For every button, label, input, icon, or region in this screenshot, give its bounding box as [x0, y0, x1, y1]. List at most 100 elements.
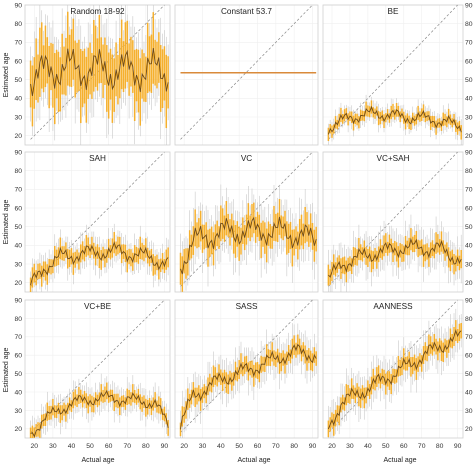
y-tick-label: 40: [14, 243, 22, 250]
plot-layer: Random 18-92 20 30 40 50 60 70 80 90 Constant 53.…: [14, 2, 472, 450]
right-y-tick-label: 20: [465, 426, 473, 433]
x-tick-label: 20: [328, 443, 336, 450]
right-y-tick-label: 40: [465, 389, 473, 396]
median-line: [327, 105, 462, 135]
y-axis-title: Estimated age: [3, 348, 10, 393]
y-tick-label: 70: [14, 334, 22, 341]
right-y-tick-label: 40: [465, 96, 473, 103]
y-tick-label: 20: [14, 280, 22, 287]
y-tick-label: 60: [14, 205, 22, 212]
panel-frame: [322, 299, 464, 439]
right-y-tick-label: 80: [465, 21, 473, 28]
median-line: [180, 216, 317, 275]
x-tick-label: 80: [290, 443, 298, 450]
right-y-tick-label: 80: [465, 168, 473, 175]
panel-title: VC+SAH: [377, 154, 410, 163]
identity-line: [328, 4, 458, 140]
panel-frame: [174, 4, 319, 146]
panel-frame: [322, 4, 464, 146]
x-tick-label: 40: [364, 443, 372, 450]
x-tick-label: 90: [309, 443, 317, 450]
right-y-tick-label: 60: [465, 205, 473, 212]
right-y-tick-label: 80: [465, 316, 473, 323]
panel-sass: SASS 20 30 40 50 60 70 80 90: [174, 299, 319, 450]
x-tick-label: 50: [382, 443, 390, 450]
panel-title: Random 18-92: [70, 7, 125, 16]
right-y-tick-label: 30: [465, 261, 473, 268]
y-tick-label: 50: [14, 371, 22, 378]
median-line: [327, 329, 462, 430]
x-tick-label: 70: [272, 443, 280, 450]
panel-vc: VC: [174, 151, 319, 293]
panel-vc-sah: VC+SAH 20 30 40 50 60 70 80 90: [322, 149, 473, 293]
panel-title: Constant 53.7: [221, 7, 272, 16]
x-tick-label: 20: [31, 443, 39, 450]
panel-constant-53-7: Constant 53.7: [174, 4, 319, 146]
x-tick-label: 90: [454, 443, 462, 450]
panel-random-18-92: Random 18-92 20 30 40 50 60 70 80 90: [14, 2, 171, 146]
x-axis-title: Actual age: [383, 457, 416, 464]
right-y-tick-label: 30: [465, 114, 473, 121]
right-y-tick-label: 90: [465, 149, 473, 156]
y-tick-label: 20: [14, 426, 22, 433]
panel-frame: [174, 151, 319, 293]
x-tick-label: 80: [436, 443, 444, 450]
right-y-tick-label: 60: [465, 353, 473, 360]
x-tick-label: 20: [180, 443, 188, 450]
x-tick-label: 90: [161, 443, 169, 450]
y-tick-label: 50: [14, 77, 22, 84]
panel-title: SAH: [89, 154, 106, 163]
right-y-tick-label: 90: [465, 297, 473, 304]
right-y-tick-label: 70: [465, 40, 473, 47]
right-y-tick-label: 20: [465, 280, 473, 287]
y-tick-label: 20: [14, 133, 22, 140]
y-axis-title: Estimated age: [3, 200, 10, 245]
y-tick-label: 30: [14, 408, 22, 415]
x-tick-label: 60: [254, 443, 262, 450]
y-tick-label: 90: [14, 2, 22, 9]
y-tick-label: 90: [14, 297, 22, 304]
y-tick-label: 60: [14, 58, 22, 65]
x-tick-label: 70: [123, 443, 131, 450]
x-tick-label: 40: [217, 443, 225, 450]
panel-title: BE: [388, 7, 399, 16]
right-y-tick-label: 50: [465, 224, 473, 231]
panel-frame: [24, 4, 171, 146]
y-tick-label: 80: [14, 21, 22, 28]
identity-line: [328, 151, 458, 287]
y-tick-label: 70: [14, 40, 22, 47]
y-tick-label: 80: [14, 168, 22, 175]
panel-frame: [322, 151, 464, 293]
median-line: [180, 343, 317, 430]
panel-frame: [24, 299, 171, 439]
x-tick-label: 80: [142, 443, 150, 450]
x-tick-label: 60: [400, 443, 408, 450]
x-axis-title: Actual age: [237, 457, 270, 464]
right-y-tick-label: 70: [465, 334, 473, 341]
right-y-tick-label: 20: [465, 133, 473, 140]
right-y-tick-label: 50: [465, 77, 473, 84]
panel-frame: [24, 151, 171, 293]
x-tick-label: 50: [86, 443, 94, 450]
x-tick-label: 30: [346, 443, 354, 450]
x-axis-title: Actual age: [81, 457, 114, 464]
panel-aanness: AANNESS 20 30 40 50 60 70 80 90 20 30 40 50 60 70 80 90: [322, 297, 473, 450]
y-tick-label: 90: [14, 149, 22, 156]
right-y-tick-label: 70: [465, 187, 473, 194]
panel-be: BE 20 30 40 50 60 70 80 90: [322, 2, 473, 146]
median-line: [30, 389, 169, 438]
right-y-tick-label: 90: [465, 2, 473, 9]
x-tick-label: 40: [68, 443, 76, 450]
x-tick-label: 60: [105, 443, 113, 450]
panel-sah: SAH 20 30 40 50 60 70 80 90: [14, 149, 171, 293]
y-tick-label: 30: [14, 261, 22, 268]
median-line: [30, 47, 169, 96]
panel-frame: [174, 299, 319, 439]
y-axis-title: Estimated age: [3, 53, 10, 98]
y-tick-label: 70: [14, 187, 22, 194]
x-tick-label: 70: [418, 443, 426, 450]
panel-title: AANNESS: [373, 302, 413, 311]
panel-vc-be: VC+BE 20 30 40 50 60 70 80 90 20 30 40 50 60 70 80 90: [14, 297, 171, 450]
x-tick-label: 30: [49, 443, 57, 450]
